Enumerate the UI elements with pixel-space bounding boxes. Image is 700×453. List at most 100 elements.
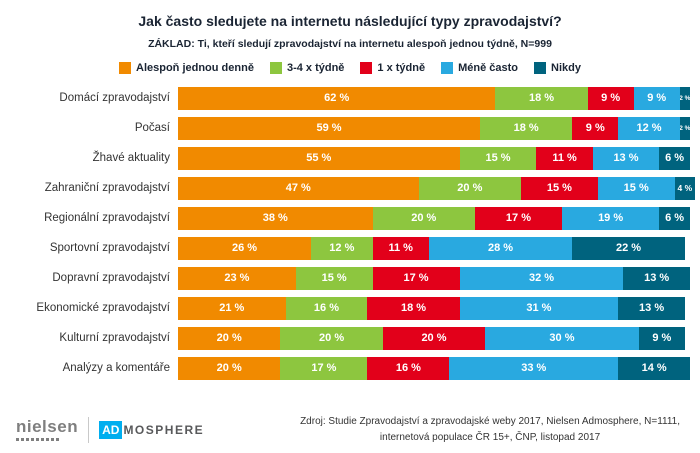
category-label: Sportovní zpravodajství (49, 242, 170, 254)
legend-label: 3-4 x týdně (286, 62, 345, 74)
bar-segment: 9 % (638, 326, 685, 350)
bar-segment: 11 % (536, 146, 593, 170)
chart-row: Domácí zpravodajství 62 % 18 % 9 % 9 % 2 % (10, 83, 690, 113)
bar-segment: 22 % (572, 236, 685, 260)
bar-segment: 16 % (285, 296, 368, 320)
bar-segment: 13 % (592, 146, 660, 170)
bar-segment: 20 % (372, 206, 475, 230)
bar-segment: 19 % (561, 206, 660, 230)
bar-segment: 13 % (618, 296, 685, 320)
chart-row: Žhavé aktuality 55 % 15 % 11 % 13 % 6 % (10, 143, 690, 173)
source-note: Zdroj: Studie Zpravodajství a zpravodajs… (300, 414, 700, 445)
bar-segment: 9 % (633, 86, 680, 110)
category-label: Domácí zpravodajství (59, 92, 170, 104)
bar-segment: 15 % (295, 266, 373, 290)
legend-item: 1 x týdně (360, 62, 425, 74)
legend-swatch (119, 62, 131, 74)
chart-subtitle: ZÁKLAD: Ti, kteří sledují zpravodajství … (148, 38, 552, 50)
legend-item: Alespoň jednou denně (119, 62, 254, 74)
admosphere-logo-ad: AD (99, 420, 123, 439)
logo-dot (26, 438, 29, 441)
admosphere-logo: AD MOSPHERE (99, 420, 205, 439)
stacked-bar: 59 % 18 % 9 % 12 % 2 % (178, 116, 690, 140)
legend-item: Nikdy (534, 62, 581, 74)
logo-dot (31, 438, 34, 441)
bar-segment: 62 % (178, 86, 496, 110)
logo-dot (51, 438, 54, 441)
category-label: Kulturní zpravodajství (59, 332, 170, 344)
bar-segment: 9 % (587, 86, 634, 110)
logos: nielsen AD MOSPHERE (0, 416, 205, 443)
logo-dot (16, 438, 19, 441)
nielsen-logo-dots (16, 438, 78, 441)
bar-segment: 31 % (459, 296, 619, 320)
bar-segment: 23 % (178, 266, 296, 290)
logo-dot (41, 438, 44, 441)
bar-segment: 18 % (480, 116, 573, 140)
stacked-bar: 26 % 12 % 11 % 28 % 22 % (178, 236, 690, 260)
bar-segment: 47 % (178, 176, 419, 200)
legend: Alespoň jednou denně 3-4 x týdně 1 x týdně… (0, 62, 700, 74)
bar-segment: 13 % (623, 266, 690, 290)
bar-segment: 17 % (372, 266, 460, 290)
stacked-bar: 55 % 15 % 11 % 13 % 6 % (178, 146, 690, 170)
stacked-bar: 23 % 15 % 17 % 32 % 13 % (178, 266, 690, 290)
bar-segment: 38 % (178, 206, 373, 230)
stacked-bar: 38 % 20 % 17 % 19 % 6 % (178, 206, 690, 230)
stacked-bar: 20 % 20 % 20 % 30 % 9 % (178, 326, 690, 350)
bar-segment: 33 % (449, 356, 619, 380)
bar-segment: 30 % (485, 326, 639, 350)
bar-segment: 20 % (280, 326, 383, 350)
category-label: Dopravní zpravodajství (52, 272, 170, 284)
logo-dot (36, 438, 39, 441)
bar-segment: 6 % (659, 206, 690, 230)
bar-segment: 20 % (178, 326, 281, 350)
stacked-bar: 62 % 18 % 9 % 9 % 2 % (178, 86, 690, 110)
logo-dot (46, 438, 49, 441)
legend-label: Méně často (458, 62, 519, 74)
category-label: Ekonomické zpravodajství (36, 302, 170, 314)
admosphere-logo-mosphere: MOSPHERE (123, 422, 205, 437)
source-line-1: Zdroj: Studie Zpravodajství a zpravodajs… (300, 416, 680, 427)
legend-label: 1 x týdně (377, 62, 426, 74)
category-label: Regionální zpravodajství (44, 212, 170, 224)
legend-swatch (269, 62, 282, 74)
source-line-2: internetová populace ČR 15+, ČNP, listop… (379, 431, 601, 443)
logo-dot (56, 438, 59, 441)
legend-swatch (534, 62, 547, 74)
bar-segment: 55 % (178, 146, 460, 170)
chart-row: Regionální zpravodajství 38 % 20 % 17 % 19 %… (10, 203, 690, 233)
bar-segment: 15 % (521, 176, 598, 200)
nielsen-logo: nielsen (16, 418, 78, 441)
bar-segment: 17 % (474, 206, 562, 230)
bar-segment: 20 % (382, 326, 486, 350)
stacked-bar: 21 % 16 % 18 % 31 % 13 % (178, 296, 690, 320)
bar-segment: 12 % (618, 116, 680, 140)
category-label: Žhavé aktuality (92, 152, 170, 164)
stacked-bar: 47 % 20 % 15 % 15 % 4 % (178, 176, 696, 200)
legend-item: 3-4 x týdně (269, 62, 345, 74)
category-label: Analýzy a komentáře (62, 362, 170, 374)
bar-segment: 18 % (367, 296, 460, 320)
footer: nielsen AD MOSPHERE Zdroj: Studie Zpravod… (0, 414, 700, 445)
legend-swatch (360, 62, 373, 74)
bar-segment: 16 % (367, 356, 450, 380)
bar-segment: 15 % (459, 146, 537, 170)
bar-segment: 14 % (618, 356, 690, 380)
bar-segment: 11 % (372, 236, 429, 260)
legend-item: Méně často (441, 62, 518, 74)
chart-row: Dopravní zpravodajství 23 % 15 % 17 % 32 % 13… (10, 263, 690, 293)
bar-segment: 26 % (178, 236, 312, 260)
legend-swatch (441, 62, 454, 74)
bar-segment: 17 % (280, 356, 368, 380)
chart-row: Sportovní zpravodajství 26 % 12 % 11 % 28 % 2… (10, 233, 690, 263)
bar-segment: 12 % (311, 236, 373, 260)
chart-row: Ekonomické zpravodajství 21 % 16 % 18 % 31 %… (10, 293, 690, 323)
category-label: Zahraniční zpravodajství (44, 182, 170, 194)
legend-label: Nikdy (551, 62, 581, 74)
stacked-bar-chart: Domácí zpravodajství 62 % 18 % 9 % 9 % 2 % Poč… (0, 83, 700, 383)
chart-title: Jak často sledujete na internetu následu… (138, 13, 562, 29)
bar-segment: 20 % (418, 176, 522, 200)
bar-segment: 4 % (674, 176, 696, 200)
